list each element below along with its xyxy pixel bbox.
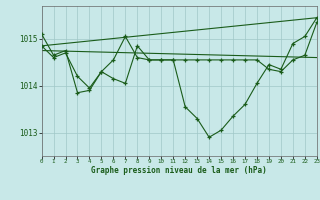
X-axis label: Graphe pression niveau de la mer (hPa): Graphe pression niveau de la mer (hPa) [91, 166, 267, 175]
